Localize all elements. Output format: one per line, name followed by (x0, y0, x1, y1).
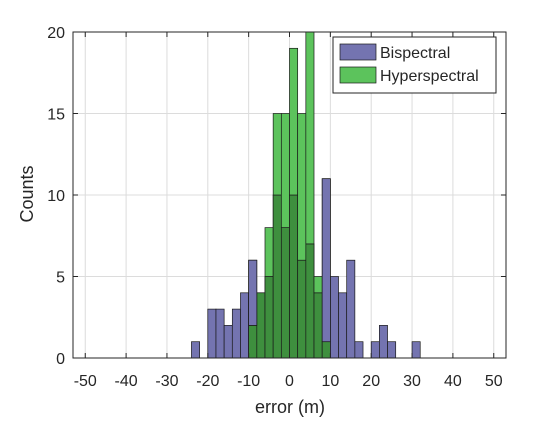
bar-hyperspectral-overlap (305, 243, 315, 359)
bar-hyperspectral-overlap (272, 194, 282, 359)
bar-hyperspectral (272, 113, 282, 196)
bar-bispectral (231, 308, 241, 359)
bar-hyperspectral-overlap (321, 341, 331, 359)
bar-hyperspectral-overlap (313, 292, 323, 359)
axes-layer: -50 -40 -30 -20 -10 0 10 20 30 40 50 0 5 10 15 20 (47, 25, 507, 390)
bar-bispectral (379, 325, 388, 359)
bar-hyperspectral-overlap (264, 276, 274, 359)
bar-bispectral (370, 341, 380, 359)
bars-layer (191, 31, 421, 359)
bar-bispectral (411, 341, 421, 359)
bar-hyperspectral (305, 31, 315, 245)
bar-bispectral (215, 308, 225, 359)
bar-bispectral (354, 341, 364, 359)
bar-bispectral (223, 325, 233, 359)
legend-label: Hyperspectral (380, 68, 479, 85)
bar-hyperspectral-overlap (256, 292, 266, 359)
bar-hyperspectral-overlap (248, 325, 258, 359)
x-tick-label: -30 (155, 373, 178, 390)
legend-label: Bispectral (380, 45, 450, 62)
x-tick-label: 30 (403, 373, 421, 390)
bar-hyperspectral (280, 113, 290, 228)
x-axis-label: error (m) (255, 397, 325, 417)
x-tick-label: -40 (115, 373, 138, 390)
y-tick-label: 20 (47, 25, 65, 42)
bar-bispectral (240, 292, 250, 359)
bar-bispectral (207, 308, 217, 359)
x-tick-label: 10 (321, 373, 339, 390)
bar-hyperspectral (313, 276, 323, 294)
y-tick-label: 0 (56, 351, 65, 368)
x-tick-label: 0 (285, 373, 294, 390)
y-tick-label: 5 (56, 270, 65, 287)
x-tick-label: -10 (237, 373, 260, 390)
legend-swatch (339, 66, 377, 84)
y-tick-label: 10 (47, 188, 65, 205)
bar-hyperspectral-overlap (297, 259, 307, 359)
bar-bispectral (346, 259, 356, 359)
bar-bispectral (191, 341, 200, 359)
bar-hyperspectral-overlap (280, 227, 290, 359)
bar-hyperspectral (297, 113, 307, 261)
x-tick-label: 40 (444, 373, 462, 390)
bar-bispectral (338, 292, 348, 359)
y-axis-label: Counts (17, 165, 37, 222)
x-tick-label: 50 (485, 373, 503, 390)
y-tick-label: 15 (47, 107, 65, 124)
bar-bispectral-top (248, 259, 258, 326)
bar-bispectral-top (321, 178, 331, 343)
legend: Bispectral Hyperspectral (332, 36, 497, 94)
bar-bispectral (329, 276, 339, 359)
x-tick-label: 20 (362, 373, 380, 390)
bar-hyperspectral (264, 227, 274, 277)
bar-hyperspectral (289, 47, 299, 196)
x-tick-label: -50 (74, 373, 97, 390)
bar-hyperspectral-overlap (289, 194, 299, 359)
bar-bispectral (387, 341, 397, 359)
legend-swatch (339, 43, 377, 61)
x-tick-label: -20 (196, 373, 219, 390)
